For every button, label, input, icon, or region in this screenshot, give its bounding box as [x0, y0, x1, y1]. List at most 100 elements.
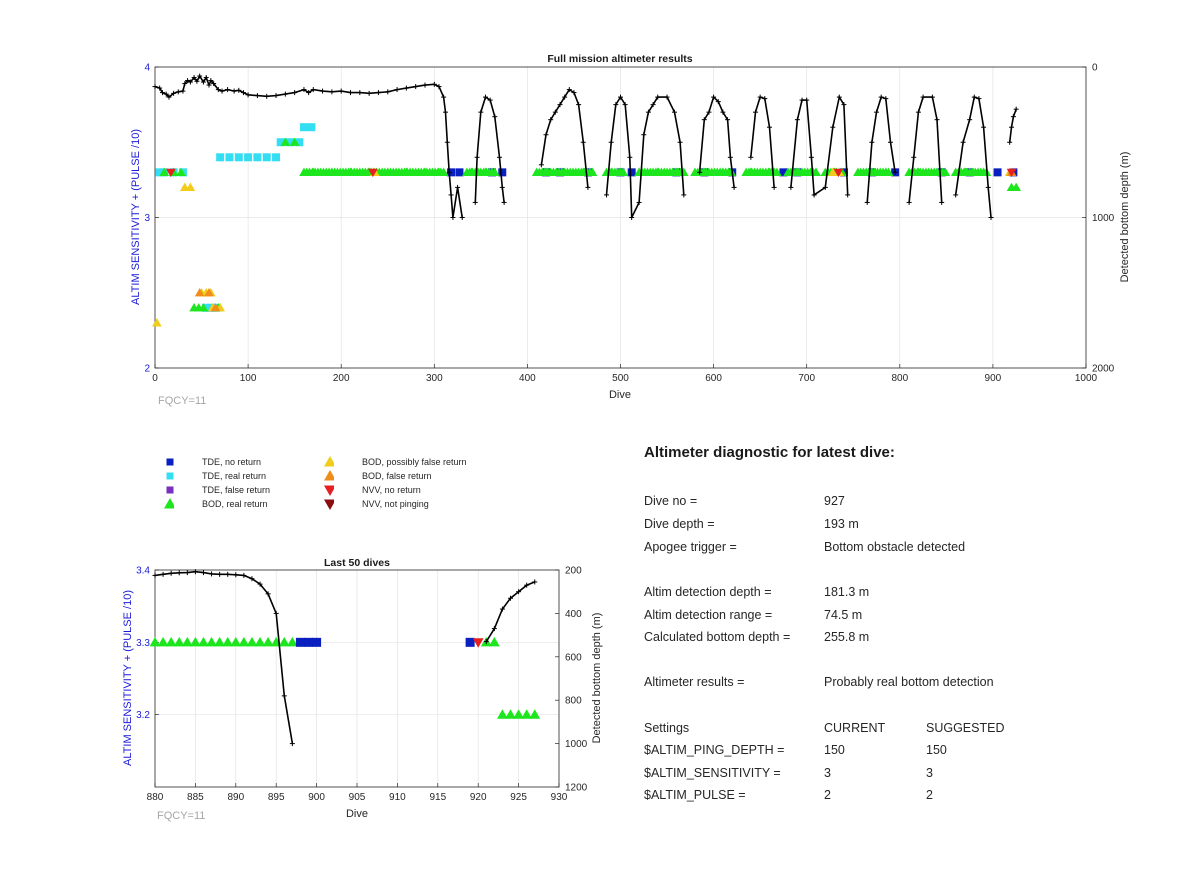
depth-point [265, 591, 271, 597]
bod-real-return-marker [286, 636, 298, 647]
x-tick-label: 200 [333, 373, 350, 384]
bod-real-return-marker [214, 636, 226, 647]
x-tick-label: 900 [308, 792, 325, 803]
depth-point [766, 124, 772, 130]
depth-line [485, 581, 536, 643]
x-tick-label: 890 [227, 792, 244, 803]
bod-real-return-marker [206, 636, 217, 647]
legend-marker [164, 498, 174, 509]
depth-point [1013, 106, 1019, 112]
y2-tick-label: 200 [565, 566, 582, 577]
legend-label: NVV, no return [362, 485, 421, 495]
y-tick-label: 3.2 [136, 710, 150, 721]
nvv-no-return-marker [472, 638, 484, 648]
depth-point [187, 79, 193, 85]
tde-real-return-marker [285, 138, 294, 147]
diagnostic-value: 181.3 m [824, 585, 870, 599]
bod-real-return-marker [254, 636, 266, 647]
tde-real-return-marker [253, 153, 262, 162]
diagnostic-value: 927 [824, 494, 845, 508]
diagnostic-value: 193 m [824, 517, 859, 531]
tde-real-return-marker [225, 153, 234, 162]
depth-point [375, 90, 381, 96]
chart-grid [155, 570, 559, 787]
depth-point [310, 87, 316, 93]
y2-tick-label: 1200 [565, 783, 588, 794]
diagnostic-row: Altim detection range = 74.5 m [644, 606, 1184, 624]
bod-real-return-marker [230, 636, 242, 647]
x-tick-label: 885 [187, 792, 204, 803]
depth-point [459, 215, 465, 220]
chart-marks [149, 569, 541, 747]
depth-point [720, 109, 726, 115]
depth-point [953, 192, 959, 198]
depth-point [176, 570, 182, 576]
depth-point [618, 94, 623, 100]
legend-label: TDE, no return [202, 457, 262, 467]
depth-point [320, 88, 326, 94]
setting-current: 3 [824, 766, 831, 780]
bod-real-return-marker [173, 636, 185, 647]
depth-point [329, 89, 335, 95]
depth-point [157, 85, 163, 91]
depth-point [249, 576, 255, 582]
fqcy-label: FQCY=11 [157, 810, 205, 822]
setting-suggested: 2 [926, 788, 933, 802]
bod-real-return-marker [521, 709, 533, 719]
depth-point [762, 96, 768, 102]
bod-real-return-marker [289, 137, 300, 146]
tde-real-return-marker [276, 138, 285, 147]
depth-point [1010, 114, 1016, 120]
depth-point [483, 639, 489, 645]
bod-real-return-marker [246, 636, 258, 647]
depth-point [976, 96, 982, 102]
diagnostic-key: Altim detection range = [644, 608, 773, 622]
depth-point [254, 93, 260, 99]
setting-suggested: 150 [926, 743, 947, 757]
nvv-no-return-marker [166, 168, 176, 178]
depth-point [604, 192, 610, 198]
legend-symbol [166, 472, 174, 480]
depth-point [757, 94, 763, 100]
setting-suggested: 3 [926, 766, 933, 780]
depth-line [750, 96, 775, 188]
depth-point [273, 610, 279, 616]
x-tick-label: 100 [240, 373, 257, 384]
diagnostic-row: Calculated bottom depth = 255.8 m [644, 628, 1184, 646]
diagnostic-value: Bottom obstacle detected [824, 540, 966, 554]
chart-marks [152, 73, 1021, 327]
fqcy-label: FQCY=11 [158, 395, 206, 407]
depth-point [557, 102, 563, 108]
bod-real-return-marker [176, 167, 186, 176]
bod-real-return-marker [165, 636, 177, 647]
legend-symbol [324, 470, 334, 481]
depth-point [348, 90, 354, 96]
depth-point [580, 139, 586, 145]
legend-symbol [166, 458, 174, 466]
x-tick-label: 900 [985, 373, 1002, 384]
settings-header-current: CURRENT [824, 721, 886, 735]
depth-point [929, 94, 935, 100]
x-tick-label: 930 [551, 792, 568, 803]
depth-point [499, 184, 505, 190]
depth-point [171, 90, 177, 96]
depth-point [748, 154, 754, 160]
depth-point [192, 569, 198, 575]
bod-real-return-marker [149, 636, 161, 647]
tde-real-return-marker [216, 153, 225, 162]
y-tick-label: 3.4 [136, 566, 150, 577]
tde-no-return-marker [465, 637, 475, 647]
depth-point [752, 109, 758, 115]
depth-point [306, 90, 312, 96]
x-axis-label: Dive [609, 389, 631, 401]
depth-point [152, 84, 158, 90]
bod-real-return-marker [278, 636, 290, 647]
depth-point [211, 81, 217, 87]
depth-point [233, 572, 239, 578]
tde-real-return-marker [299, 123, 308, 132]
settings-header-suggested: SUGGESTED [926, 721, 1005, 735]
depth-point [184, 570, 190, 576]
bod-real-return-marker [488, 636, 500, 647]
diagnostic-key: Calculated bottom depth = [644, 630, 791, 644]
x-tick-label: 1000 [1075, 373, 1098, 384]
